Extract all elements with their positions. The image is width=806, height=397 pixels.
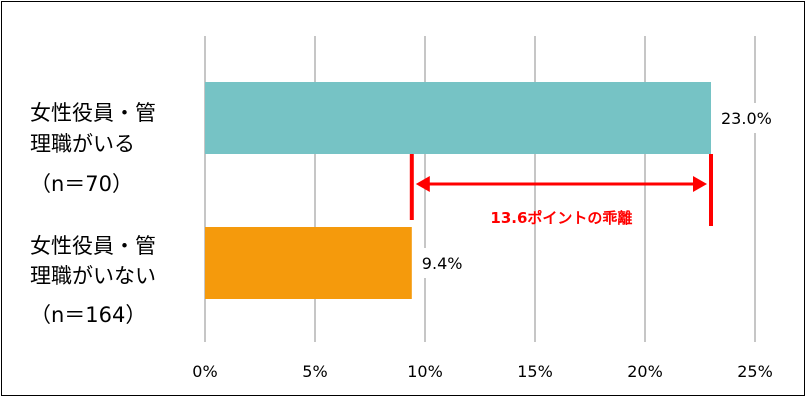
x-tick-label: 10% xyxy=(407,362,443,381)
value-label-bg xyxy=(415,248,494,278)
gap-annotation: 13.6ポイントの乖離 xyxy=(409,154,713,227)
x-tick-label: 5% xyxy=(302,362,327,381)
category-label-line: 女性役員・管 xyxy=(30,234,156,258)
bar xyxy=(205,227,412,299)
annotation-arrowhead-right xyxy=(693,176,707,192)
x-tick-labels: 0% 5% 10% 15% 20% 25% xyxy=(192,362,772,381)
annotation-label: 13.6ポイントの乖離 xyxy=(490,209,632,227)
value-label: 9.4% xyxy=(422,254,463,273)
annotation-arrowhead-left xyxy=(415,176,430,192)
x-tick-label: 15% xyxy=(517,362,553,381)
value-label-bg xyxy=(715,103,793,133)
value-labels: 23.0% 9.4% xyxy=(415,103,793,278)
bar xyxy=(205,82,711,154)
x-tick-label: 25% xyxy=(737,362,773,381)
value-label: 23.0% xyxy=(721,109,772,128)
category-label-line: 理職がいない xyxy=(30,264,156,288)
x-tick-label: 20% xyxy=(627,362,663,381)
category-label-line: 女性役員・管 xyxy=(30,101,156,125)
category-label-line: 理職がいる xyxy=(30,132,135,156)
category-label-line: （n＝70） xyxy=(30,172,133,196)
bars xyxy=(205,82,711,299)
x-tick-label: 0% xyxy=(192,362,217,381)
category-label-line: （n＝164） xyxy=(30,303,146,327)
